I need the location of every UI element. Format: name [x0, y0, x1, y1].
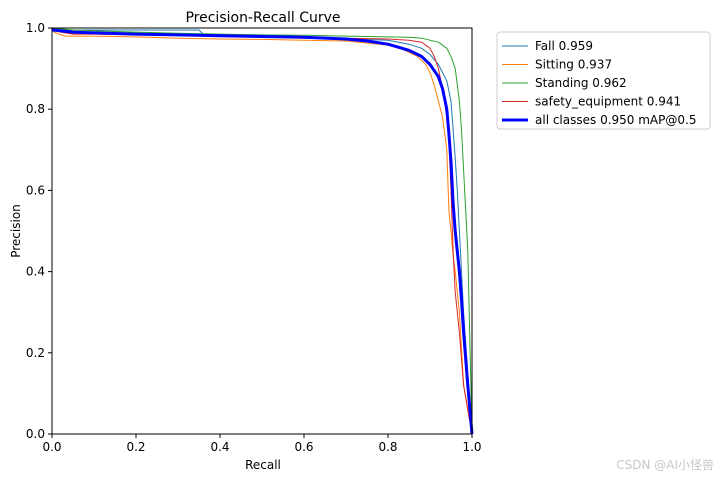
x-tick-label: 0.0	[42, 440, 61, 454]
legend: Fall 0.959 Sitting 0.937 Standing 0.962 saf…	[496, 31, 711, 130]
series-layer	[51, 27, 474, 435]
x-axis-label: Recall	[245, 458, 281, 472]
y-tick-label: 1.0	[26, 21, 45, 35]
chart-title: Precision-Recall Curve	[185, 10, 340, 26]
y-tick-label: 0.0	[26, 427, 45, 441]
legend-box	[496, 31, 711, 130]
series-line-4	[51, 28, 474, 435]
ticks-layer: 0.0 0.2 0.4 0.6 0.8 1.0 0.0 0.2 0.4 0.6 0.8 1.0	[26, 21, 482, 454]
legend-label-1: Sitting 0.937	[535, 58, 612, 72]
x-tick-label: 0.6	[294, 440, 313, 454]
x-tick-label: 1.0	[462, 440, 481, 454]
x-tick-label: 0.8	[378, 440, 397, 454]
series-line-2	[51, 27, 473, 435]
x-tick-label: 0.4	[210, 440, 229, 454]
legend-label-2: Standing 0.962	[535, 76, 627, 90]
y-tick-label: 0.6	[26, 183, 45, 197]
x-tick-label: 0.2	[126, 440, 145, 454]
y-tick-label: 0.2	[26, 346, 45, 360]
series-line-0	[51, 27, 473, 435]
legend-label-4: all classes 0.950 mAP@0.5	[535, 113, 696, 127]
series-line-1	[51, 27, 473, 435]
y-tick-label: 0.8	[26, 102, 45, 116]
legend-label-0: Fall 0.959	[535, 39, 593, 53]
series-line-3	[51, 27, 473, 435]
y-tick-label: 0.4	[26, 265, 45, 279]
legend-label-3: safety_equipment 0.941	[535, 95, 681, 109]
plot-frame	[51, 27, 473, 435]
watermark: CSDN @AI小怪兽	[616, 458, 714, 472]
y-axis-label: Precision	[9, 204, 23, 258]
